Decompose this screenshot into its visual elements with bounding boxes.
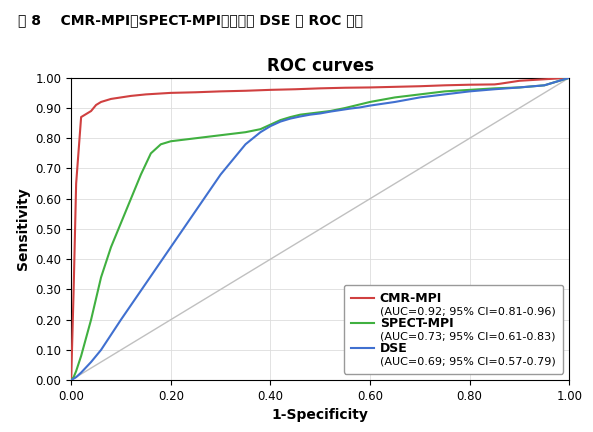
Text: 図 8    CMR-MPI，SPECT-MPI，および DSE の ROC 解析: 図 8 CMR-MPI，SPECT-MPI，および DSE の ROC 解析 [18, 13, 363, 27]
Legend: CMR-MPI, (AUC=0.92; 95% CI=0.81-0.96), SPECT-MPI, (AUC=0.73; 95% CI=0.61-0.83), : CMR-MPI, (AUC=0.92; 95% CI=0.81-0.96), S… [343, 285, 563, 374]
Y-axis label: Sensitivity: Sensitivity [16, 187, 30, 270]
Title: ROC curves: ROC curves [267, 57, 374, 75]
X-axis label: 1-Specificity: 1-Specificity [272, 408, 369, 422]
